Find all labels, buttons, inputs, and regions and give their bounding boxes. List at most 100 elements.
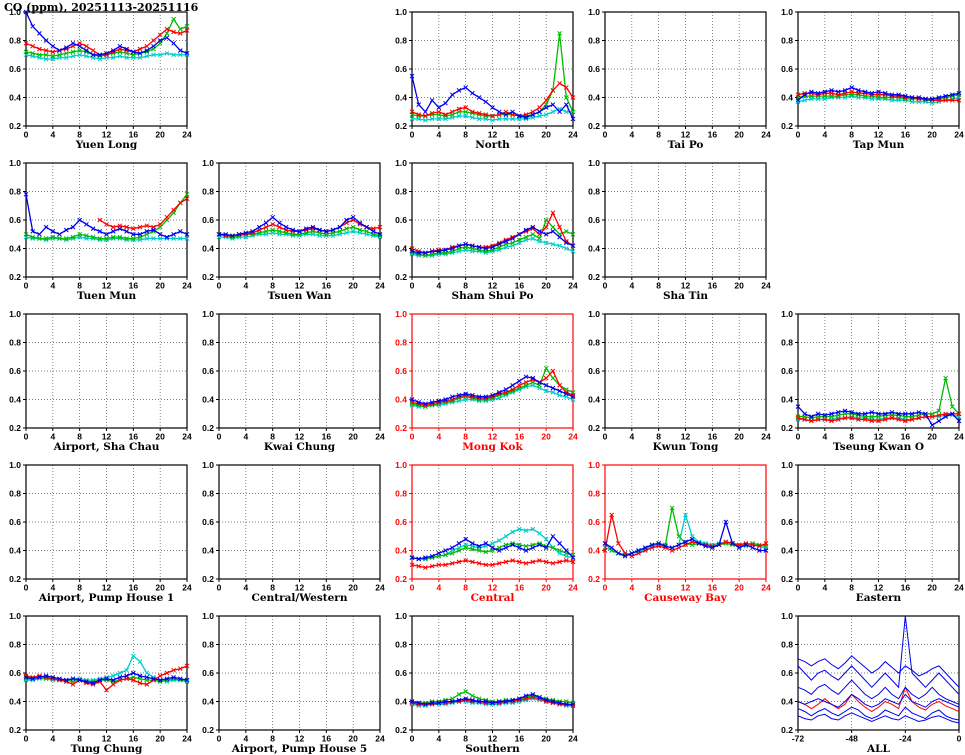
x-tick-label: 16 bbox=[129, 281, 139, 291]
y-tick-label: 0.4 bbox=[395, 243, 407, 253]
x-tick-label: 20 bbox=[541, 734, 551, 744]
y-tick-label: 0.2 bbox=[781, 423, 793, 433]
y-tick-label: 0.2 bbox=[588, 423, 600, 433]
y-tick-label: 0.6 bbox=[9, 668, 21, 678]
x-tick-label: -72 bbox=[792, 734, 805, 744]
y-tick-label: 0.8 bbox=[395, 35, 407, 45]
x-tick-label: 8 bbox=[849, 432, 854, 442]
x-tick-label: 0 bbox=[603, 432, 608, 442]
x-tick-label: 8 bbox=[463, 281, 468, 291]
y-tick-label: 0.8 bbox=[781, 488, 793, 498]
chart-title: Tap Mun bbox=[853, 139, 905, 151]
y-tick-label: 0.8 bbox=[9, 639, 21, 649]
x-tick-label: 16 bbox=[322, 583, 332, 593]
x-tick-label: 16 bbox=[322, 432, 332, 442]
series-blue bbox=[797, 615, 960, 695]
y-tick-label: 0.2 bbox=[202, 725, 214, 735]
x-tick-label: 4 bbox=[50, 130, 55, 140]
chart-kwai-chung: 0 4 8 12 16 20 24 0.2 0.4 0.6 0.8 1.0 Kwai Chung bbox=[193, 302, 386, 453]
chart-north: 0 4 8 12 16 20 24 0.2 0.4 0.6 0.8 1.0 North bbox=[386, 0, 579, 151]
series-markers-blue bbox=[216, 214, 383, 239]
series-markers-blue bbox=[602, 519, 769, 559]
y-tick-label: 0.4 bbox=[781, 92, 793, 102]
x-tick-label: 0 bbox=[410, 734, 415, 744]
x-tick-label: 8 bbox=[77, 130, 82, 140]
x-tick-label: 20 bbox=[348, 583, 358, 593]
x-tick-label: 0 bbox=[217, 583, 222, 593]
y-tick-label: 1.0 bbox=[202, 158, 214, 168]
x-tick-label: 24 bbox=[375, 583, 385, 593]
x-tick-label: 20 bbox=[734, 432, 744, 442]
chart-title: Tseung Kwan O bbox=[833, 441, 924, 453]
x-tick-label: 12 bbox=[681, 432, 691, 442]
chart-title: Tung Chung bbox=[71, 743, 143, 755]
x-tick-label: 0 bbox=[410, 432, 415, 442]
y-tick-label: 0.6 bbox=[588, 215, 600, 225]
y-tick-label: 0.2 bbox=[202, 272, 214, 282]
y-tick-label: 0.8 bbox=[202, 337, 214, 347]
plot-area bbox=[797, 313, 960, 429]
chart-tap-mun: 0 4 8 12 16 20 24 0.2 0.4 0.6 0.8 1.0 Tap Mun bbox=[772, 0, 965, 151]
y-tick-label: 0.2 bbox=[588, 574, 600, 584]
y-tick-label: 0.2 bbox=[781, 121, 793, 131]
x-tick-label: 16 bbox=[515, 130, 525, 140]
y-tick-label: 0.4 bbox=[202, 243, 214, 253]
x-tick-label: 8 bbox=[77, 281, 82, 291]
x-tick-label: 24 bbox=[568, 583, 578, 593]
x-tick-label: 16 bbox=[129, 130, 139, 140]
x-tick-label: 20 bbox=[155, 130, 165, 140]
x-tick-label: 8 bbox=[270, 432, 275, 442]
y-tick-label: 0.2 bbox=[9, 574, 21, 584]
series-blue bbox=[604, 519, 766, 557]
x-tick-label: 24 bbox=[182, 281, 192, 291]
x-tick-label: 24 bbox=[375, 281, 385, 291]
y-tick-label: 1.0 bbox=[202, 309, 214, 319]
y-tick-label: 0.2 bbox=[395, 121, 407, 131]
y-tick-label: 0.2 bbox=[202, 423, 214, 433]
plot-area bbox=[25, 615, 188, 731]
plot-area bbox=[604, 464, 767, 580]
x-tick-label: 4 bbox=[436, 734, 441, 744]
x-tick-label: 12 bbox=[874, 432, 884, 442]
x-tick-label: 16 bbox=[129, 432, 139, 442]
x-tick-label: 12 bbox=[488, 130, 498, 140]
chart-tsuen-wan: 0 4 8 12 16 20 24 0.2 0.4 0.6 0.8 1.0 Tsuen Wan bbox=[193, 151, 386, 302]
y-tick-label: 0.8 bbox=[781, 35, 793, 45]
y-tick-label: 1.0 bbox=[781, 460, 793, 470]
x-tick-label: -48 bbox=[846, 734, 859, 744]
y-tick-label: 1.0 bbox=[588, 7, 600, 17]
x-tick-label: 0 bbox=[217, 432, 222, 442]
x-tick-label: 0 bbox=[24, 281, 29, 291]
y-tick-label: 0.6 bbox=[395, 517, 407, 527]
x-tick-label: 0 bbox=[603, 583, 608, 593]
chart-title: Tuen Mun bbox=[77, 290, 137, 302]
plot-area bbox=[25, 313, 188, 429]
x-tick-label: 0 bbox=[24, 734, 29, 744]
plot-area bbox=[218, 615, 381, 731]
y-tick-label: 0.8 bbox=[202, 186, 214, 196]
chart-title: North bbox=[475, 139, 510, 151]
page-title: CO (ppm), 20251113-20251116 bbox=[4, 1, 199, 14]
x-tick-label: 16 bbox=[708, 432, 718, 442]
x-tick-label: 8 bbox=[463, 432, 468, 442]
plot-area bbox=[411, 615, 574, 731]
x-tick-label: 8 bbox=[270, 281, 275, 291]
x-tick-label: 24 bbox=[182, 432, 192, 442]
chart-title: Kwai Chung bbox=[264, 441, 336, 453]
x-tick-label: 24 bbox=[182, 130, 192, 140]
x-tick-label: 0 bbox=[217, 281, 222, 291]
y-tick-label: 1.0 bbox=[395, 611, 407, 621]
x-tick-label: 12 bbox=[874, 130, 884, 140]
x-tick-label: 12 bbox=[295, 583, 305, 593]
y-tick-label: 0.8 bbox=[588, 35, 600, 45]
plot-area bbox=[25, 162, 188, 278]
x-tick-label: 24 bbox=[568, 734, 578, 744]
y-tick-label: 0.2 bbox=[781, 725, 793, 735]
series-markers-blue bbox=[795, 404, 962, 428]
x-tick-label: 24 bbox=[761, 583, 771, 593]
x-tick-label: 8 bbox=[849, 130, 854, 140]
x-tick-label: 12 bbox=[488, 583, 498, 593]
y-tick-label: 0.6 bbox=[781, 668, 793, 678]
y-tick-label: 1.0 bbox=[781, 611, 793, 621]
y-tick-label: 0.8 bbox=[395, 488, 407, 498]
